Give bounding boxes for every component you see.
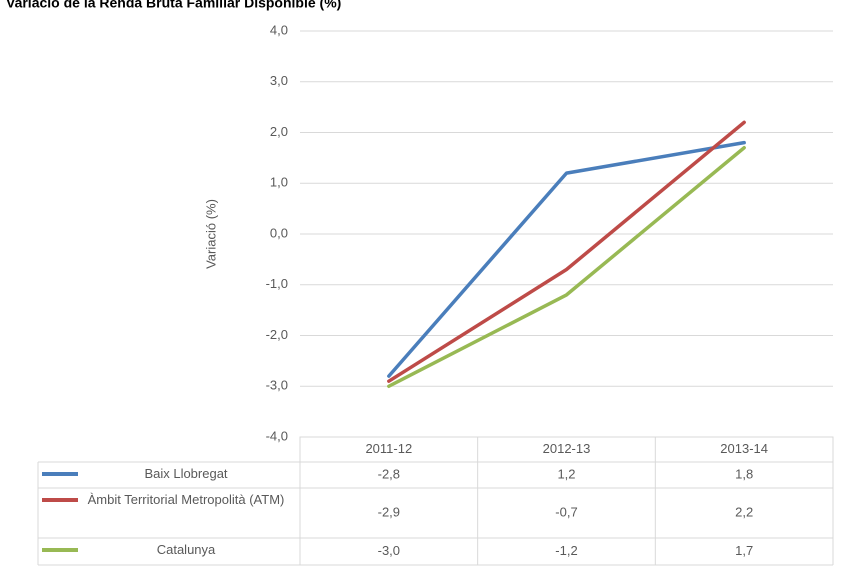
legend-label-box: Baix Llobregat <box>144 466 228 481</box>
table-value: 1,8 <box>735 466 753 481</box>
table-value: -2,8 <box>378 466 400 481</box>
y-tick-label: -3,0 <box>266 378 288 393</box>
table-value: 1,7 <box>735 543 753 558</box>
series-line <box>387 120 746 383</box>
table-value: -3,0 <box>378 543 400 558</box>
x-tick-label: 2013-14 <box>720 441 768 456</box>
legend-label: Baix Llobregat <box>144 466 228 481</box>
y-tick-label: -4,0 <box>266 428 288 443</box>
series-line <box>387 145 746 388</box>
y-tick-label: 0,0 <box>270 225 288 240</box>
chart-title: Variació de la Renda Bruta Familiar Disp… <box>6 0 341 11</box>
y-tick-label: -1,0 <box>266 276 288 291</box>
table-value: 2,2 <box>735 504 753 519</box>
y-tick-label: 3,0 <box>270 73 288 88</box>
table-value: 1,2 <box>557 466 575 481</box>
legend-label-box: Àmbit Territorial Metropolità (ATM) <box>87 492 285 507</box>
legend-label-box: Catalunya <box>156 542 216 557</box>
legend-label: Catalunya <box>156 542 216 557</box>
x-tick-label: 2012-13 <box>543 441 591 456</box>
table-value: -1,2 <box>555 543 577 558</box>
y-axis-label: Variació (%) <box>203 199 218 269</box>
table-value: -2,9 <box>378 504 400 519</box>
y-tick-label: 1,0 <box>270 175 288 190</box>
legend-label: Àmbit Territorial Metropolità (ATM) <box>87 492 285 507</box>
series-line <box>387 140 746 378</box>
y-tick-label: 2,0 <box>270 124 288 139</box>
x-tick-label: 2011-12 <box>365 441 412 456</box>
y-tick-label: 4,0 <box>270 22 288 37</box>
table-value: -0,7 <box>555 504 577 519</box>
y-tick-label: -2,0 <box>266 327 288 342</box>
